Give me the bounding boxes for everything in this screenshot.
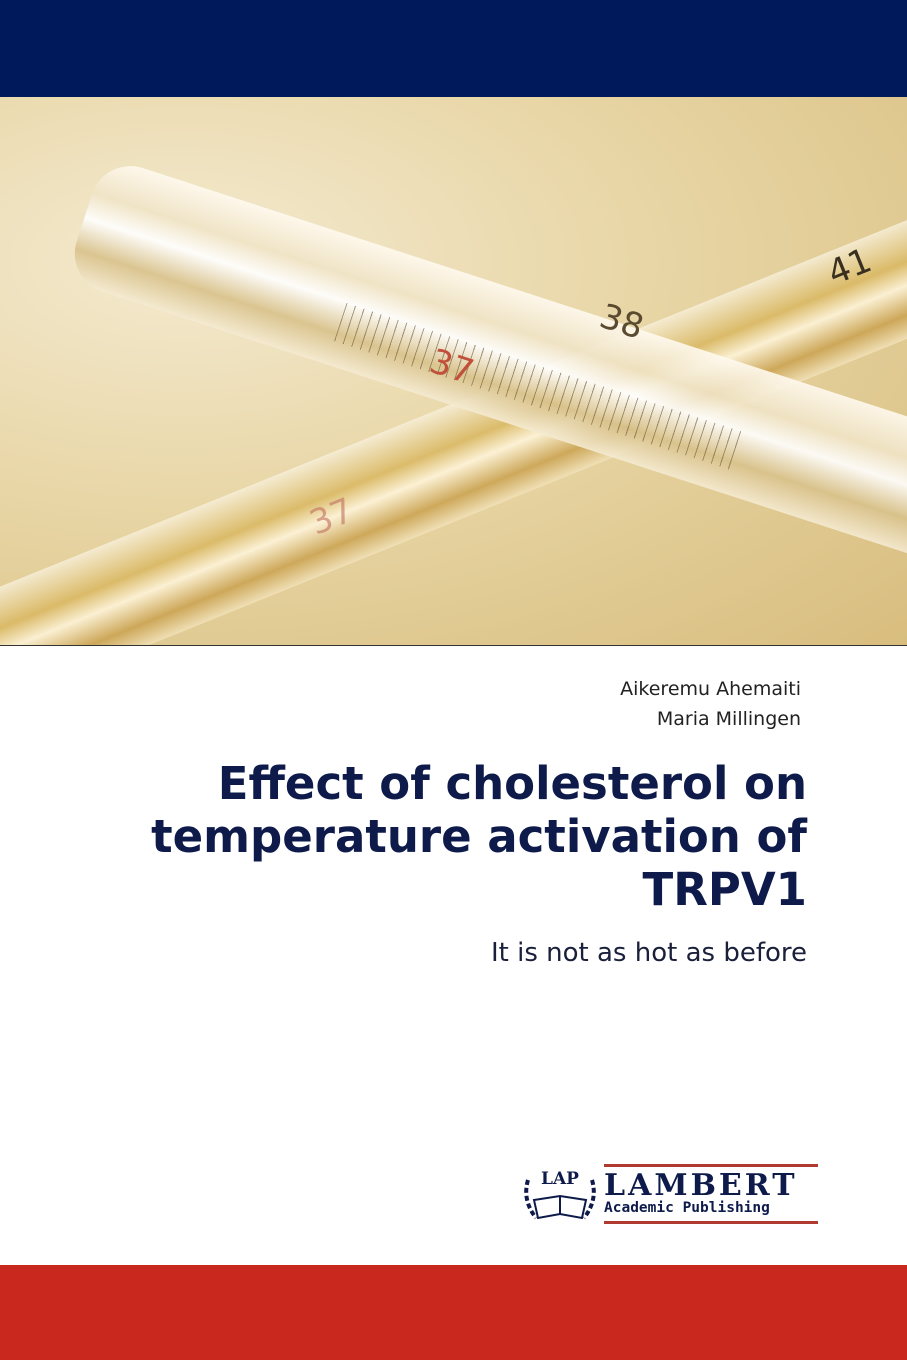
authors: Aikeremu Ahemaiti Maria Millingen (620, 674, 801, 734)
publisher-logo: LAP LAMBERT Academic Publishing (520, 1160, 820, 1230)
svg-text:LAP: LAP (541, 1169, 579, 1189)
bottom-color-band (0, 1265, 907, 1360)
book-title: Effect of cholesterol on temperature act… (151, 757, 807, 916)
publisher-name: LAMBERT (604, 1168, 798, 1203)
logo-rule-top (604, 1164, 818, 1167)
logo-rule-bottom (604, 1221, 818, 1224)
author: Maria Millingen (656, 708, 801, 730)
open-book-laurel-icon: LAP (524, 1169, 596, 1220)
publisher-tagline: Academic Publishing (604, 1200, 770, 1216)
book-subtitle: It is not as hot as before (490, 938, 807, 968)
cover-photo-thermometers: 37 38 41 37 (0, 97, 907, 646)
top-color-band (0, 0, 907, 97)
author: Aikeremu Ahemaiti (620, 678, 801, 700)
